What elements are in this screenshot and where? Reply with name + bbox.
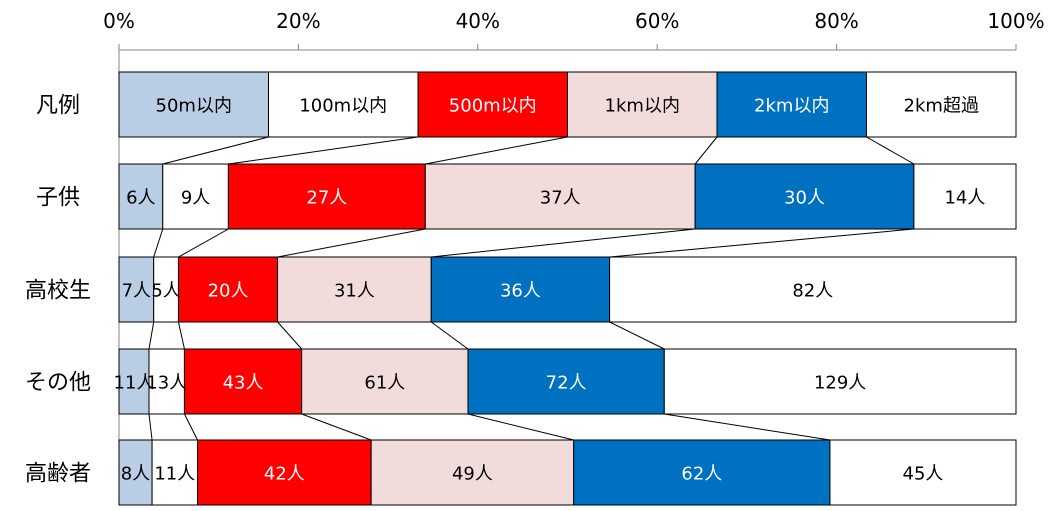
series-line xyxy=(153,228,164,258)
data-label: 49人 xyxy=(452,464,493,485)
bar-segment xyxy=(227,163,426,230)
series-line xyxy=(694,136,718,165)
series-line xyxy=(609,228,914,258)
data-label: 27人 xyxy=(306,188,347,209)
legend-swatch xyxy=(866,71,1017,138)
legend-swatch xyxy=(716,71,867,138)
data-label: 37人 xyxy=(540,188,581,209)
data-label: 61人 xyxy=(364,373,405,394)
series-line xyxy=(162,136,269,165)
series-line xyxy=(277,228,426,258)
data-label: 7人 xyxy=(122,281,151,302)
data-label: 43人 xyxy=(223,373,264,394)
legend-label: 2km以内 xyxy=(754,96,829,117)
bar-segment xyxy=(913,163,1017,230)
axis-layer: 0% 20% 40% 60% 80% 100% xyxy=(103,9,1045,500)
series-line xyxy=(228,136,419,165)
bar-segment xyxy=(467,348,665,415)
category-label: 高校生 xyxy=(25,279,91,304)
bar-segment xyxy=(162,163,229,230)
series-line xyxy=(431,228,696,258)
series-line xyxy=(866,136,915,165)
bar-segment xyxy=(370,439,575,506)
series-line xyxy=(277,321,303,350)
x-tick-label: 20% xyxy=(276,9,320,33)
bar-segment xyxy=(301,348,469,415)
legend-row-label: 凡例 xyxy=(36,94,80,119)
series-line xyxy=(609,321,665,350)
bar-segment xyxy=(153,256,179,323)
data-label: 6人 xyxy=(126,188,155,209)
x-tick-label: 40% xyxy=(456,9,500,33)
series-lines xyxy=(148,136,915,441)
category-label: 高齢者 xyxy=(25,462,91,487)
legend-swatch xyxy=(567,71,718,138)
category-label: その他 xyxy=(25,371,91,396)
bar-segment xyxy=(829,439,1017,506)
data-label: 8人 xyxy=(121,464,150,485)
series-line xyxy=(664,413,831,441)
category-label: 子供 xyxy=(36,186,80,211)
legend-label: 1km以内 xyxy=(605,96,680,117)
bar-segment xyxy=(148,348,185,415)
data-label: 31人 xyxy=(334,281,375,302)
series-line xyxy=(430,321,469,350)
legend-label: 500m以内 xyxy=(449,96,537,117)
data-label: 129人 xyxy=(814,373,866,394)
series-line xyxy=(148,413,153,441)
bar-layer xyxy=(118,71,1017,506)
data-label: 14人 xyxy=(944,188,985,209)
bar-segment xyxy=(277,256,432,323)
data-label: 5人 xyxy=(151,281,180,302)
data-label: 36人 xyxy=(500,281,541,302)
x-tick-label: 0% xyxy=(103,9,135,33)
x-tick-label: 100% xyxy=(987,9,1044,33)
bar-segment xyxy=(118,256,155,323)
x-tick-label: 60% xyxy=(635,9,679,33)
series-line xyxy=(148,321,155,350)
series-line xyxy=(425,136,568,165)
bar-segment xyxy=(609,256,1017,323)
bar-segment xyxy=(424,163,696,230)
bar-segment xyxy=(118,348,150,415)
series-line xyxy=(301,413,372,441)
x-tick-label: 80% xyxy=(814,9,858,33)
legend-swatch xyxy=(268,71,419,138)
legend-label: 50m以内 xyxy=(156,96,232,117)
bar-segment xyxy=(663,348,1017,415)
data-label: 62人 xyxy=(681,464,722,485)
bar-segment xyxy=(197,439,372,506)
legend-swatch xyxy=(417,71,568,138)
series-line xyxy=(178,228,229,258)
data-label: 30人 xyxy=(784,188,825,209)
data-label: 9人 xyxy=(181,188,210,209)
data-label: 20人 xyxy=(208,281,249,302)
bar-segment xyxy=(151,439,199,506)
series-line xyxy=(183,413,198,441)
bar-segment xyxy=(430,256,611,323)
data-label: 82人 xyxy=(792,281,833,302)
legend-label: 2km超過 xyxy=(904,96,979,117)
bar-segment xyxy=(694,163,915,230)
series-line xyxy=(177,321,185,350)
data-label: 11人 xyxy=(154,464,195,485)
bar-segment xyxy=(118,163,164,230)
bar-segment xyxy=(183,348,303,415)
series-line xyxy=(467,413,574,441)
data-label: 13人 xyxy=(146,373,187,394)
data-label: 42人 xyxy=(264,464,305,485)
data-label: 45人 xyxy=(903,464,944,485)
legend-label: 100m以内 xyxy=(299,96,387,117)
data-label: 72人 xyxy=(546,373,587,394)
bar-segment xyxy=(177,256,279,323)
bar-segment xyxy=(118,439,153,506)
data-label: 11人 xyxy=(114,373,155,394)
